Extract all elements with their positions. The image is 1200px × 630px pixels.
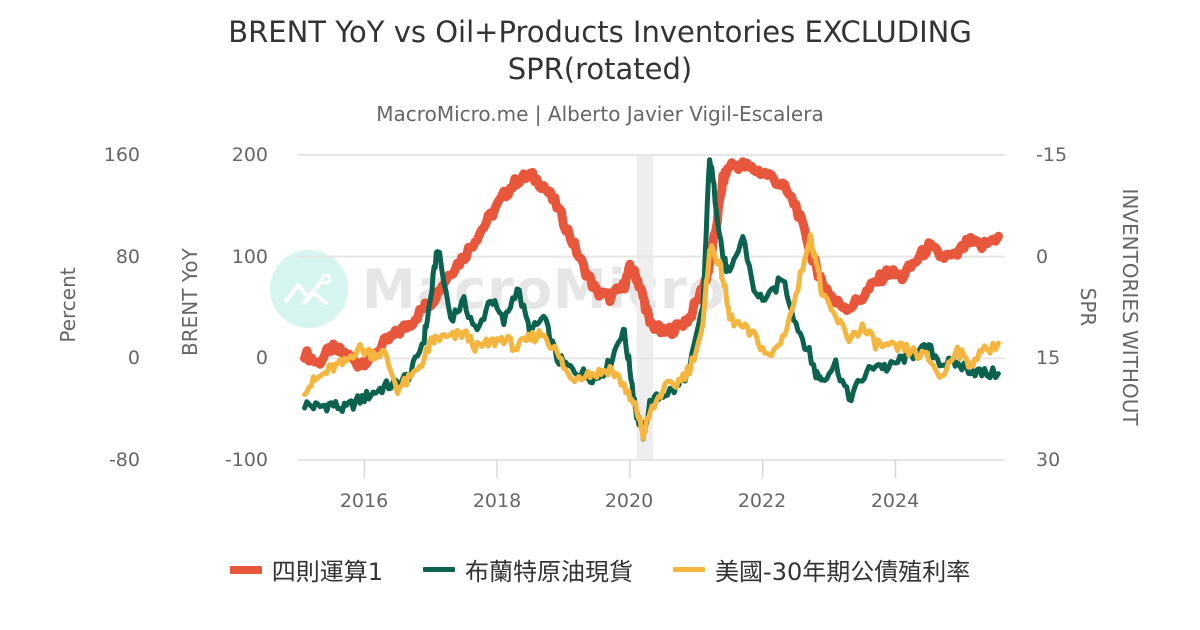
y-tick-percent: -80 — [108, 449, 140, 471]
series-line-2[interactable] — [302, 157, 1001, 442]
x-tick: 2024 — [870, 490, 920, 512]
y-tick-percent: 0 — [127, 347, 140, 369]
chart-title-line1: BRENT YoY vs Oil+Products Inventories EX… — [228, 15, 972, 49]
series-line-3[interactable] — [302, 232, 1001, 442]
y-tick-inventories: 30 — [1036, 449, 1061, 471]
x-tick: 2020 — [604, 490, 654, 512]
chart-title: BRENT YoY vs Oil+Products Inventories EX… — [0, 14, 1200, 88]
y-axis-title-inventories-line2: SPR — [1076, 287, 1100, 327]
y-tick-brent: -100 — [224, 449, 268, 471]
legend-label: 四則運算1 — [271, 558, 384, 586]
y-tick-brent: 0 — [255, 347, 268, 369]
legend-label: 美國-30年期公債殖利率 — [715, 558, 971, 586]
legend-swatch — [673, 567, 706, 572]
y-tick-inventories: 15 — [1036, 347, 1061, 369]
legend-label: 布蘭特原油現貨 — [465, 558, 634, 586]
x-tick: 2022 — [737, 490, 787, 512]
legend-swatch — [423, 567, 456, 572]
y-tick-brent: 100 — [231, 246, 268, 268]
macromicro-logo-icon — [270, 250, 348, 328]
legend-swatch — [229, 565, 262, 574]
y-axis-title-brent: BRENT YoY — [178, 248, 202, 356]
x-tick: 2016 — [339, 490, 389, 512]
legend-item-series-1[interactable]: 四則運算1 — [229, 552, 384, 587]
y-tick-percent: 160 — [103, 144, 140, 166]
y-axis-title-inventories: INVENTORIES WITHOUT — [1118, 188, 1142, 426]
y-tick-inventories: 0 — [1036, 246, 1049, 268]
chart-title-line2: SPR(rotated) — [507, 52, 693, 86]
y-tick-inventories: -15 — [1036, 144, 1068, 166]
x-tick: 2018 — [472, 490, 522, 512]
chart-legend: 四則運算1 布蘭特原油現貨 美國-30年期公債殖利率 — [0, 552, 1200, 587]
legend-item-series-3[interactable]: 美國-30年期公債殖利率 — [673, 552, 970, 587]
y-tick-brent: 200 — [231, 144, 268, 166]
chart-subtitle: MacroMicro.me | Alberto Javier Vigil-Esc… — [376, 102, 824, 126]
legend-item-series-2[interactable]: 布蘭特原油現貨 — [423, 552, 633, 587]
y-axis-title-percent: Percent — [56, 267, 80, 343]
y-tick-percent: 80 — [115, 246, 140, 268]
